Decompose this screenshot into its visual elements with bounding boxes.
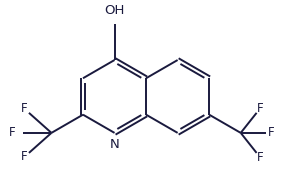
- Text: F: F: [21, 103, 28, 115]
- Text: F: F: [257, 151, 264, 164]
- Text: OH: OH: [104, 4, 125, 17]
- Text: F: F: [9, 126, 15, 139]
- Text: N: N: [110, 138, 119, 151]
- Text: F: F: [21, 150, 28, 163]
- Text: F: F: [257, 102, 264, 115]
- Text: F: F: [268, 126, 275, 139]
